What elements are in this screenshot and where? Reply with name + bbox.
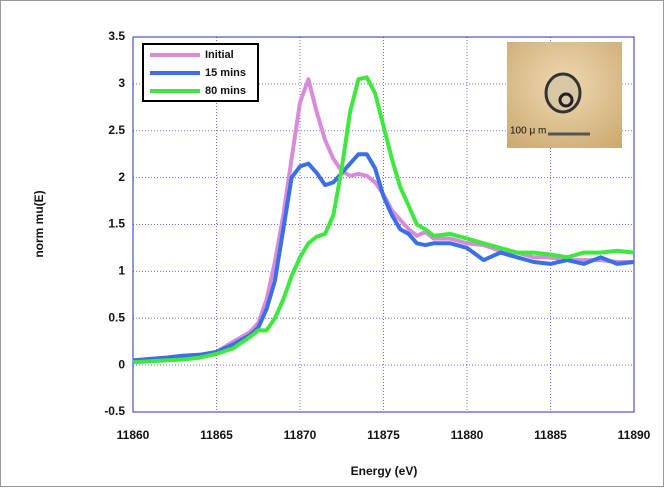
legend-label: Initial [205,49,234,61]
y-tick-label: 0.5 [108,310,125,324]
legend-label: 80 mins [205,85,246,97]
y-tick-label: -0.5 [104,404,125,418]
y-tick-label: 1.5 [108,217,125,231]
y-tick-label: 2.5 [108,123,125,137]
y-tick-label: 3.5 [108,29,125,43]
chart: Energy (eV) norm mu(E) -0.5 0 0.5 1 1.5 2 2.5 3… [0,0,664,487]
y-tick-label: 1 [118,264,125,278]
y-tick-label: 3 [118,76,125,90]
x-axis-label: Energy (eV) [351,464,418,478]
y-tick-label: 0 [118,357,125,371]
x-tick-label: 11870 [284,428,317,442]
x-tick-label: 11860 [117,428,150,442]
x-tick-label: 11880 [451,428,484,442]
x-tick-label: 11865 [200,428,233,442]
x-tick-label: 11890 [618,428,651,442]
inset-label: 100 μ m [510,126,546,137]
legend-label: 15 mins [205,67,246,79]
y-tick-label: 2 [118,170,125,184]
x-tick-label: 11875 [367,428,400,442]
y-axis-label: norm mu(E) [32,190,46,257]
x-tick-label: 11885 [534,428,567,442]
